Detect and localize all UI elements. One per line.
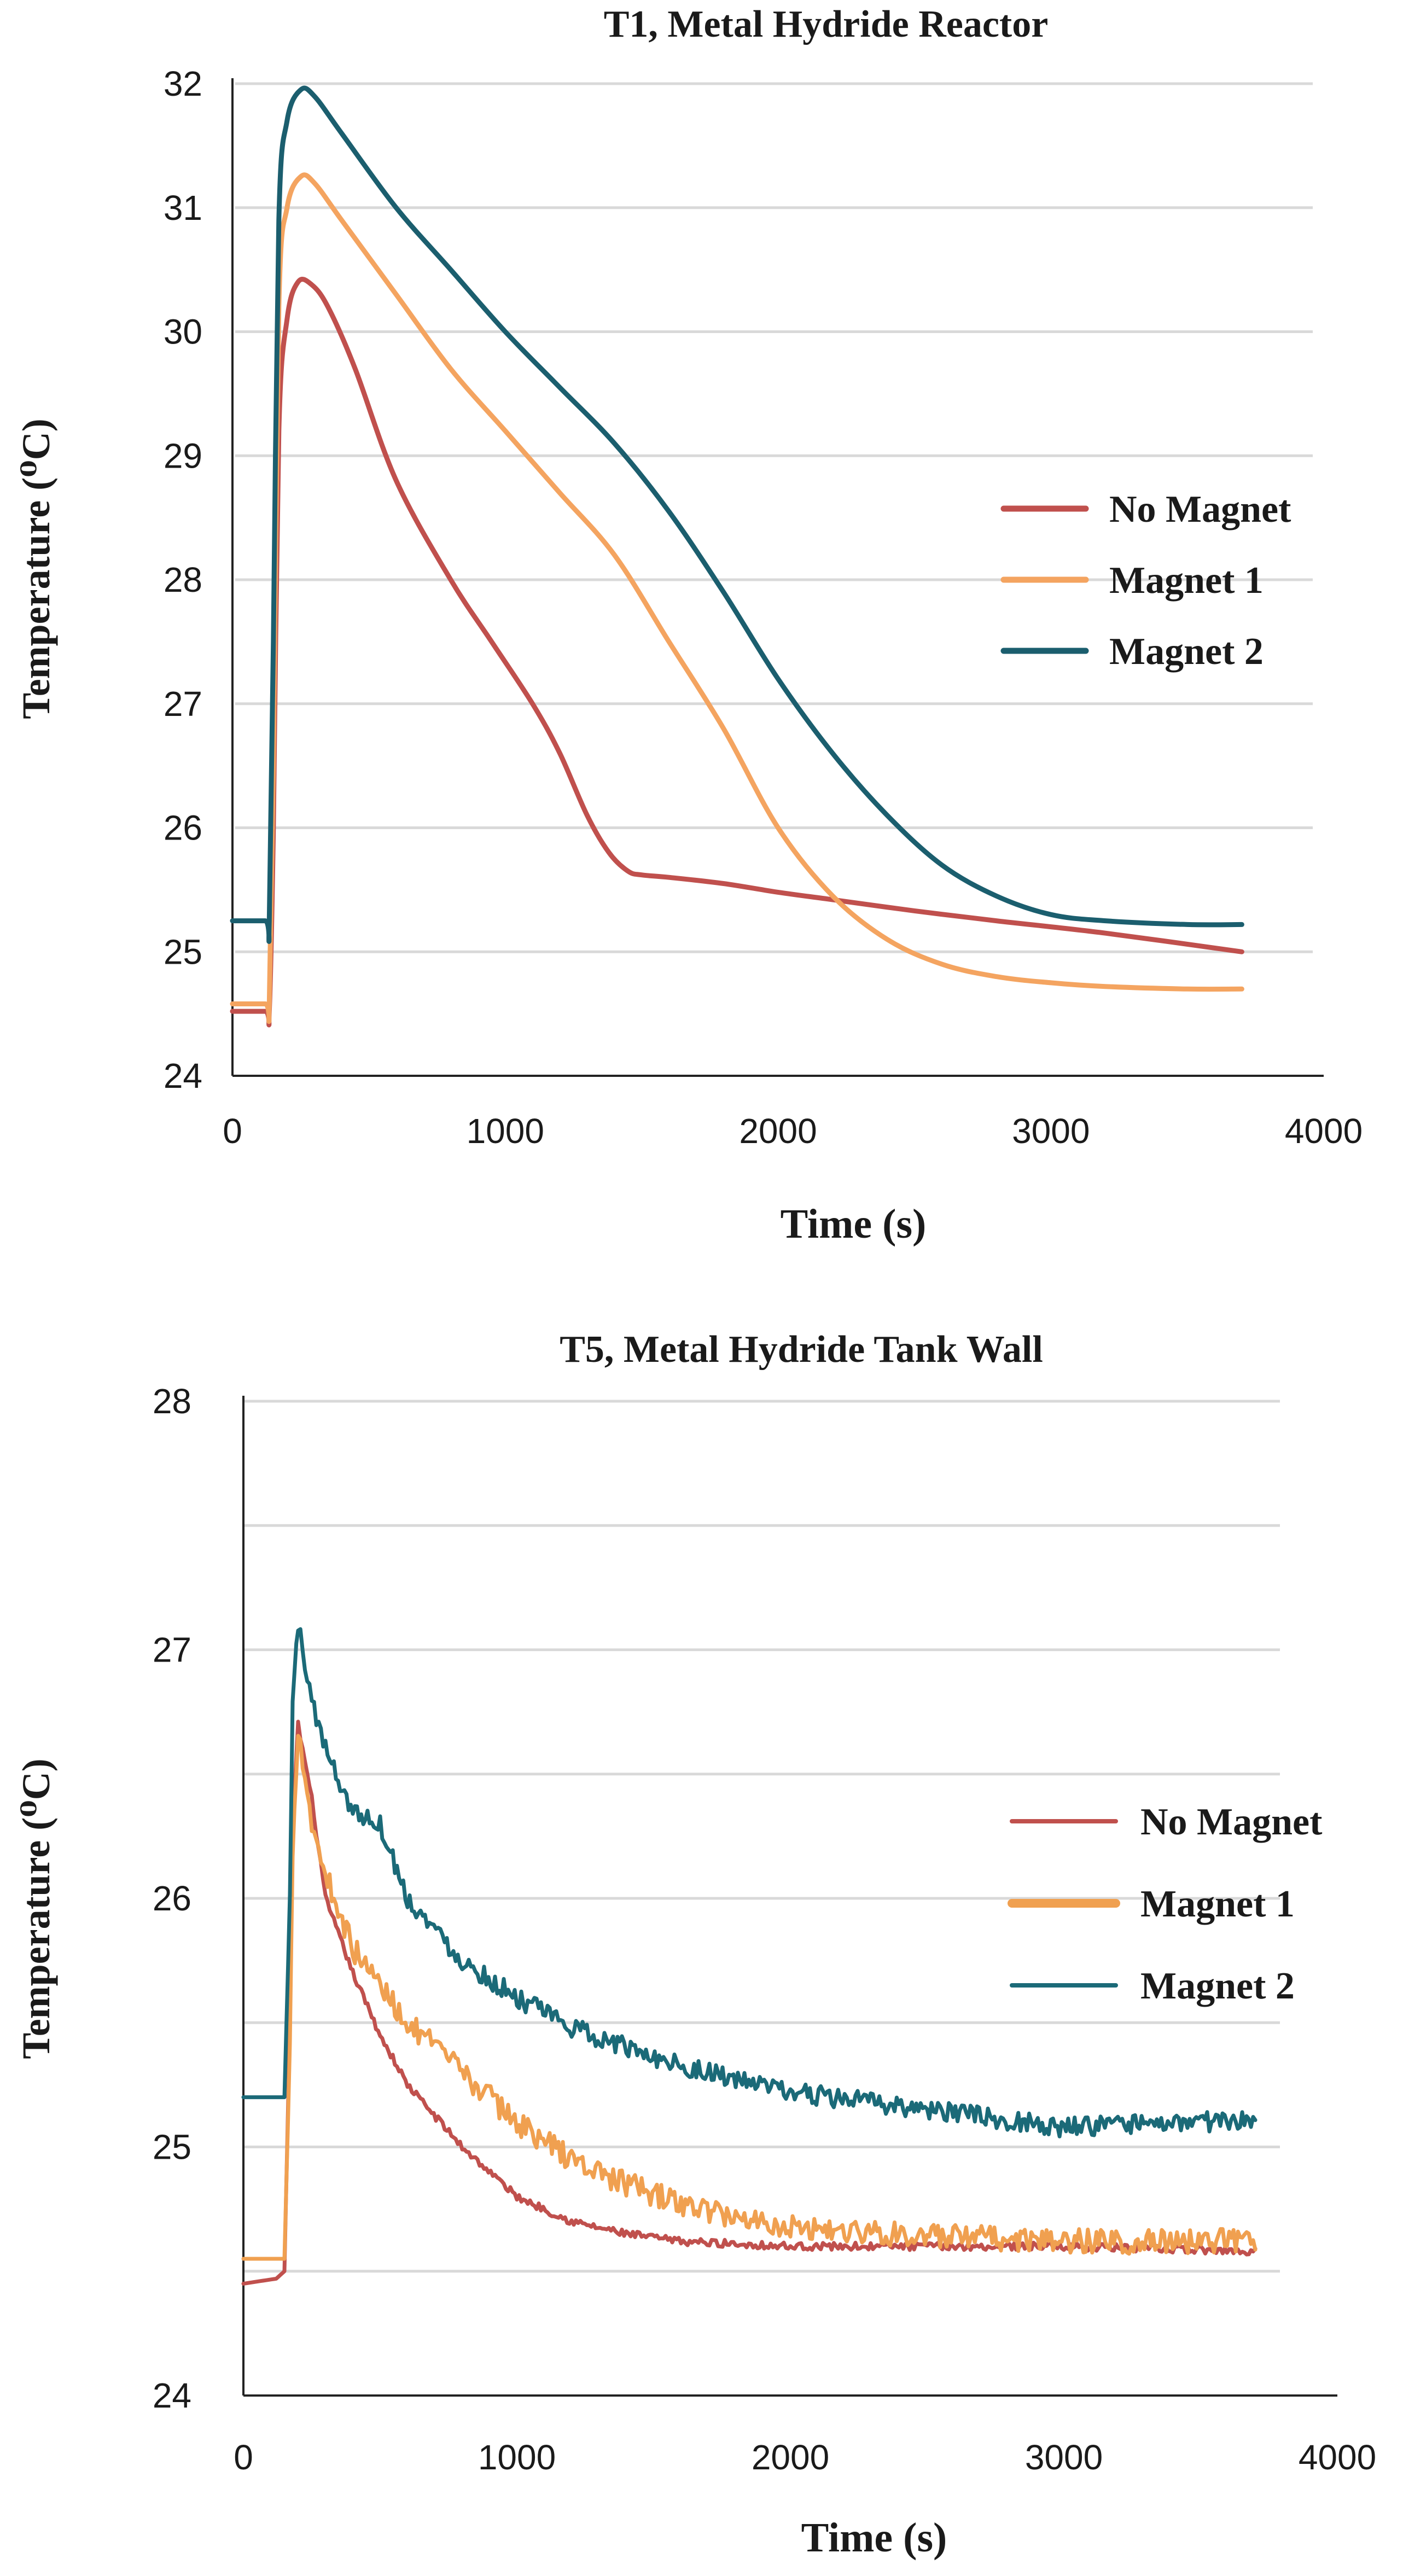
chart-2-series xyxy=(241,1627,1258,2286)
chart-1-title: T1, Metal Hydride Reactor xyxy=(604,3,1049,45)
chart-2-legend: No Magnet Magnet 1 Magnet 2 xyxy=(1008,1801,1322,2007)
chart-1-y-axis-label: Temperature (⁰C) xyxy=(14,418,58,719)
chart-1-y-tick-25: 25 xyxy=(164,932,202,971)
chart-2-gridlines xyxy=(243,1400,1280,2273)
chart-2-y-tick-28: 28 xyxy=(153,1382,191,1421)
chart-2-x-tick-3000: 3000 xyxy=(1025,2438,1103,2477)
chart-2-y-tick-26: 26 xyxy=(153,1879,191,1918)
chart-2-legend-label-no-magnet: No Magnet xyxy=(1140,1801,1322,1843)
chart-2-y-axis-label: Temperature (⁰C) xyxy=(14,1758,58,2059)
chart-2-y-tick-24: 24 xyxy=(153,2376,191,2415)
chart-1-gridlines xyxy=(235,82,1313,953)
chart-2-axes xyxy=(242,1396,1337,2397)
chart-2-legend-label-magnet-1: Magnet 1 xyxy=(1140,1883,1295,1925)
chart-1-legend: No Magnet Magnet 1 Magnet 2 xyxy=(1000,488,1291,673)
chart-2-x-axis-label: Time (s) xyxy=(801,2515,947,2561)
chart-1-y-tick-27: 27 xyxy=(164,684,202,724)
chart-2-x-tick-2000: 2000 xyxy=(752,2438,829,2477)
chart-1-series xyxy=(230,85,1244,1028)
chart-1-series-magnet-2 xyxy=(230,85,1244,944)
chart-1-y-tick-24: 24 xyxy=(164,1056,202,1095)
chart-1-x-tick-2000: 2000 xyxy=(739,1111,817,1151)
chart-1-x-tick-3000: 3000 xyxy=(1012,1111,1090,1151)
chart-1-y-tick-29: 29 xyxy=(164,436,202,475)
chart-2-x-tick-4000: 4000 xyxy=(1299,2438,1376,2477)
chart-1-legend-label-no-magnet: No Magnet xyxy=(1109,488,1291,531)
chart-1-y-tick-32: 32 xyxy=(164,64,202,103)
chart-1-legend-label-magnet-1: Magnet 1 xyxy=(1109,560,1264,602)
chart-2-series-magnet-2 xyxy=(241,1627,1258,2138)
chart-1-tick-labels: 24 25 26 27 28 29 30 31 32 0 1000 2000 3000 4000 xyxy=(164,64,1363,1151)
chart-1-x-tick-1000: 1000 xyxy=(467,1111,544,1151)
chart-2-x-tick-1000: 1000 xyxy=(478,2438,556,2477)
chart-2-tick-labels: 24 25 26 27 28 0 1000 2000 3000 4000 xyxy=(153,1382,1376,2477)
chart-2-y-tick-27: 27 xyxy=(153,1630,191,1670)
chart-1-axes xyxy=(231,78,1324,1077)
chart-2-y-tick-25: 25 xyxy=(153,2128,191,2167)
chart-t1-metal-hydride-reactor: 24 25 26 27 28 29 30 31 32 0 1000 2000 3000 4000 T1, … xyxy=(14,3,1363,1247)
chart-1-legend-label-magnet-2: Magnet 2 xyxy=(1109,631,1264,673)
chart-1-y-tick-31: 31 xyxy=(164,188,202,228)
chart-1-x-tick-0: 0 xyxy=(223,1111,242,1151)
chart-t5-metal-hydride-tank-wall: 24 25 26 27 28 0 1000 2000 3000 4000 T5, Metal Hy… xyxy=(14,1328,1376,2561)
chart-2-legend-label-magnet-2: Magnet 2 xyxy=(1140,1965,1295,2007)
chart-2-title: T5, Metal Hydride Tank Wall xyxy=(560,1328,1043,1371)
chart-2-series-magnet-1 xyxy=(241,1734,1258,2261)
chart-1-y-tick-28: 28 xyxy=(164,560,202,599)
chart-1-y-tick-30: 30 xyxy=(164,312,202,352)
chart-1-x-axis-label: Time (s) xyxy=(781,1201,927,1247)
chart-1-x-tick-4000: 4000 xyxy=(1285,1111,1363,1151)
chart-1-y-tick-26: 26 xyxy=(164,808,202,848)
chart-2-x-tick-0: 0 xyxy=(234,2438,253,2477)
